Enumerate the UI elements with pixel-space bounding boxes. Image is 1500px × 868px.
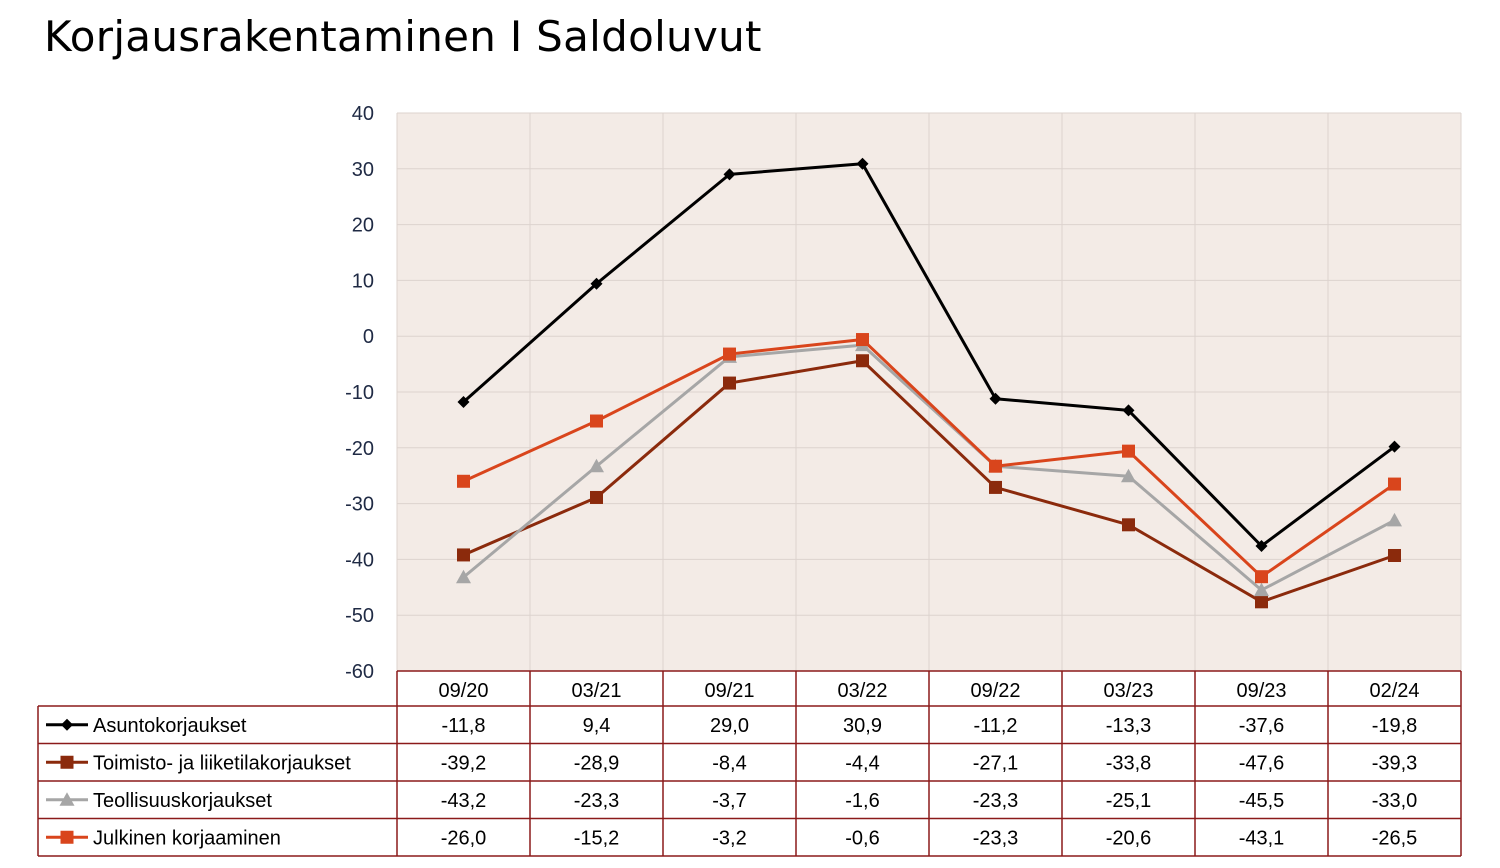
data-label: -23,3 [973, 790, 1019, 812]
data-label: -28,9 [574, 752, 620, 774]
square-marker [989, 480, 1002, 494]
x-tick-label: 03/22 [837, 680, 887, 702]
data-label: -3,2 [712, 827, 746, 849]
data-table: 09/20 03/21 09/21 03/22 09/22 03/23 09/23 02/24… [37, 670, 1462, 857]
series-line [462, 343, 1396, 592]
x-tick-label: 09/22 [970, 680, 1020, 702]
square-marker [989, 459, 1002, 473]
diamond-marker [989, 392, 1002, 405]
data-label: 9,4 [583, 715, 611, 737]
data-label: -11,2 [973, 715, 1017, 737]
y-tick-label: 20 [352, 215, 374, 237]
square-marker [457, 548, 470, 562]
square-marker [457, 474, 470, 488]
legend-entry: Asuntokorjaukset [93, 715, 247, 737]
data-label: -37,6 [1239, 715, 1285, 737]
x-tick-label: 02/24 [1369, 680, 1419, 702]
x-tick-label: 03/23 [1103, 680, 1153, 702]
data-label: -43,1 [1239, 827, 1285, 849]
square-marker [1255, 570, 1268, 584]
data-label: -3,7 [712, 790, 746, 812]
y-tick-label: 0 [363, 326, 374, 348]
data-label: -33,0 [1372, 790, 1418, 812]
y-tick-label: -50 [345, 605, 374, 627]
gridlines [396, 112, 1462, 672]
triangle-marker [1387, 512, 1402, 527]
data-label: -8,4 [712, 752, 746, 774]
square-marker [723, 376, 736, 390]
y-tick-label: 30 [352, 159, 374, 181]
legend-entry: Toimisto- ja liiketilakorjaukset [93, 752, 351, 774]
data-label: -23,3 [973, 827, 1019, 849]
square-marker [590, 490, 603, 504]
y-tick-label: -20 [345, 438, 374, 460]
data-label: -45,5 [1239, 790, 1285, 812]
square-marker [1255, 595, 1268, 609]
square-marker [856, 354, 869, 368]
data-label: -33,8 [1106, 752, 1152, 774]
diamond-marker [1255, 540, 1268, 553]
diamond-marker [457, 396, 470, 409]
x-tick-label: 09/21 [704, 680, 754, 702]
y-tick-label: -30 [345, 494, 374, 516]
series-line [462, 338, 1396, 579]
diamond-marker [590, 277, 603, 290]
data-label: -0,6 [845, 827, 879, 849]
y-tick-label: 10 [352, 270, 374, 292]
y-axis-ticks: 40 30 20 10 0 -10 -20 -30 -40 -50 -60 [345, 103, 374, 683]
triangle-marker [456, 569, 471, 584]
data-label: -19,8 [1372, 715, 1418, 737]
triangle-marker [1254, 582, 1269, 597]
data-label: -26,0 [441, 827, 487, 849]
square-marker [1122, 444, 1135, 458]
data-label: -43,2 [441, 790, 487, 812]
legend-entry: Julkinen korjaaminen [93, 827, 281, 849]
diamond-marker [856, 157, 869, 170]
data-label: -39,3 [1372, 752, 1418, 774]
square-marker [1388, 477, 1401, 491]
data-label: -20,6 [1106, 827, 1152, 849]
diamond-marker [723, 168, 736, 181]
triangle-marker [589, 458, 604, 473]
x-tick-label: 09/23 [1236, 680, 1286, 702]
data-label: -13,3 [1106, 715, 1152, 737]
diamond-marker [1122, 404, 1135, 417]
series-line [462, 359, 1395, 604]
series-line [462, 162, 1396, 548]
y-tick-label: -40 [345, 549, 374, 571]
y-tick-label: -60 [345, 661, 374, 683]
y-tick-label: 40 [352, 103, 374, 125]
page-title: Korjausrakentaminen I Saldoluvut [44, 12, 762, 61]
data-label: -26,5 [1372, 827, 1418, 849]
data-label: -4,4 [845, 752, 879, 774]
square-marker [1388, 548, 1401, 562]
y-tick-label: -10 [345, 382, 374, 404]
data-label: -47,6 [1239, 752, 1285, 774]
x-tick-label: 03/21 [571, 680, 621, 702]
data-label: -11,8 [441, 715, 485, 737]
data-label: -27,1 [973, 752, 1019, 774]
square-marker [590, 414, 603, 428]
square-marker [60, 755, 74, 769]
diamond-marker [61, 718, 73, 731]
data-label: -39,2 [441, 752, 487, 774]
triangle-marker [59, 792, 75, 806]
square-marker [723, 347, 736, 361]
x-tick-label: 09/20 [438, 680, 488, 702]
square-marker [1122, 518, 1135, 532]
data-label: -23,3 [574, 790, 620, 812]
series-markers [456, 157, 1402, 609]
series-lines [462, 162, 1396, 604]
triangle-marker [1121, 468, 1136, 483]
data-label: -15,2 [574, 827, 620, 849]
square-marker [60, 830, 74, 844]
data-label: 29,0 [710, 715, 749, 737]
data-label: 30,9 [843, 715, 882, 737]
legend-entry: Teollisuuskorjaukset [93, 790, 272, 812]
data-label: -1,6 [845, 790, 879, 812]
diamond-marker [1388, 440, 1401, 453]
square-marker [856, 333, 869, 347]
data-label: -25,1 [1106, 790, 1152, 812]
